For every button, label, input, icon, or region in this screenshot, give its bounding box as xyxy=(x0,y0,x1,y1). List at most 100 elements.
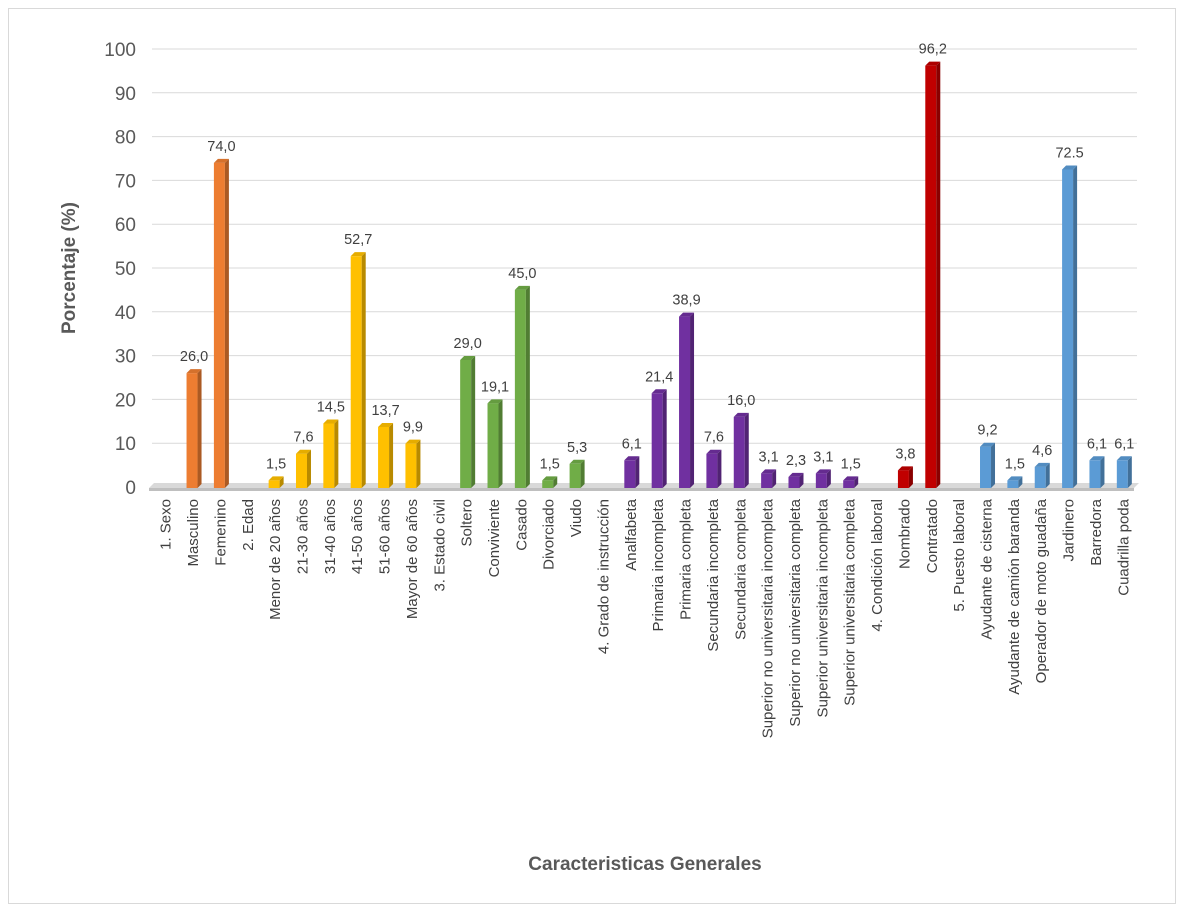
bar-side xyxy=(908,466,913,488)
data-label: 3,1 xyxy=(813,449,833,465)
bar xyxy=(460,355,476,488)
data-label: 1,5 xyxy=(841,456,861,472)
data-label: 4,6 xyxy=(1032,443,1052,459)
category-label: 3. Estado civil xyxy=(431,499,448,592)
bars xyxy=(186,61,1132,489)
y-tick-label: 90 xyxy=(115,84,136,105)
bar xyxy=(679,312,695,488)
category-label: Secundaria incompleta xyxy=(705,498,722,651)
bar-side xyxy=(525,285,530,488)
data-label: 2,3 xyxy=(786,453,806,469)
bar-top xyxy=(788,472,804,477)
category-label: Contratado xyxy=(924,499,941,573)
bar-side xyxy=(498,399,503,488)
bar-top xyxy=(487,399,503,404)
category-label: Secundaria completa xyxy=(732,498,749,640)
category-label: Superior no universitaria incompleta xyxy=(760,498,777,738)
bar-side xyxy=(306,449,311,488)
bar-top xyxy=(514,285,530,290)
y-tick-label: 0 xyxy=(125,478,136,499)
data-label: 1,5 xyxy=(540,456,560,472)
bar-front xyxy=(514,289,526,488)
bar-front xyxy=(1034,466,1046,488)
data-label: 96,2 xyxy=(919,42,947,58)
y-tick-label: 80 xyxy=(115,128,136,149)
category-label: Jardinero xyxy=(1061,499,1078,562)
bar-top xyxy=(1034,462,1050,467)
floor-top xyxy=(149,483,1139,488)
bar-front xyxy=(1062,169,1074,488)
category-label: Menor de 20 años xyxy=(267,499,284,620)
bar-side xyxy=(224,158,229,488)
bar-side xyxy=(553,476,558,488)
bar-side xyxy=(854,476,859,488)
data-label: 38,9 xyxy=(672,293,700,309)
bar-side xyxy=(389,422,394,488)
bar-side xyxy=(635,456,640,488)
bar xyxy=(1007,476,1023,488)
bar-side xyxy=(361,252,366,488)
bar-side xyxy=(279,476,284,488)
bar-top xyxy=(1089,456,1105,461)
bar xyxy=(843,476,859,488)
data-label: 9,9 xyxy=(403,420,423,436)
bar-front xyxy=(706,453,718,488)
floor-front xyxy=(149,488,1134,491)
bar-top xyxy=(761,469,777,474)
category-label: 51-60 años xyxy=(377,499,394,574)
category-label: 1. Sexo xyxy=(158,499,175,550)
category-label: 4. Condición laboral xyxy=(869,499,886,632)
bar xyxy=(788,472,804,488)
bar-front xyxy=(843,480,855,488)
bar-side xyxy=(416,439,421,488)
bar-front xyxy=(295,453,307,488)
category-label: Mayor de 60 años xyxy=(404,499,421,619)
bar-front xyxy=(487,403,499,488)
bar-top xyxy=(1116,456,1132,461)
bar-front xyxy=(733,416,745,488)
bar-top xyxy=(295,449,311,454)
bar-top xyxy=(624,456,640,461)
bar-front xyxy=(679,316,691,488)
bar-front xyxy=(460,359,472,488)
category-label: 21-30 años xyxy=(294,499,311,574)
category-label: Superior no universitaria completa xyxy=(787,498,804,726)
bar-side xyxy=(1127,456,1132,488)
bar xyxy=(295,449,311,488)
bar-top xyxy=(815,469,831,474)
bar xyxy=(1062,165,1078,488)
bar-front xyxy=(980,446,992,488)
category-label: Ayudante de cisterna xyxy=(979,498,996,639)
category-label: Primaria completa xyxy=(678,498,695,620)
bar-side xyxy=(744,412,749,488)
bar-top xyxy=(186,369,202,374)
bar-top xyxy=(733,412,749,417)
bar-top xyxy=(569,459,585,464)
bar-front xyxy=(542,480,554,488)
category-label: 41-50 años xyxy=(349,499,366,574)
bar xyxy=(761,469,777,488)
category-label: Superior universitaria completa xyxy=(842,498,859,705)
bar xyxy=(733,412,749,488)
bar-side xyxy=(1018,476,1023,488)
bar-side xyxy=(1045,462,1050,488)
bar-side xyxy=(662,389,667,488)
bar-front xyxy=(186,373,198,488)
bar-top xyxy=(925,61,941,66)
bar-side xyxy=(826,469,831,488)
category-label: 4. Grado de instrucción xyxy=(595,499,612,654)
bar-top xyxy=(542,476,558,481)
bar-side xyxy=(690,312,695,488)
bar-front xyxy=(788,476,800,488)
bar-front xyxy=(815,473,827,488)
data-label: 1,5 xyxy=(266,456,286,472)
category-label: Nombrado xyxy=(896,499,913,569)
bar-top xyxy=(706,449,722,454)
bar xyxy=(514,285,530,488)
bar xyxy=(186,369,202,488)
bar-front xyxy=(1007,480,1019,488)
bar-top xyxy=(460,355,476,360)
x-axis-title: Caracteristicas Generales xyxy=(528,854,761,875)
bar xyxy=(213,158,229,488)
